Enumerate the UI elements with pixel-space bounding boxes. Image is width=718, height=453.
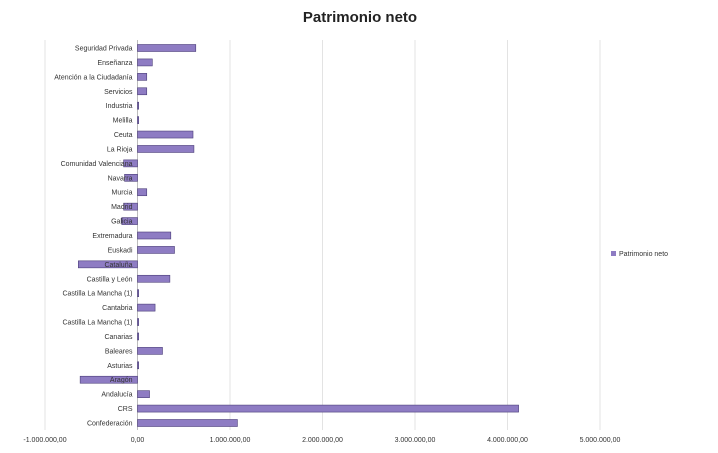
category-label-12: Euskadi bbox=[108, 247, 133, 254]
category-label-0: Confederación bbox=[87, 421, 133, 428]
bar-3 bbox=[79, 375, 138, 384]
category-label-2: Andalucía bbox=[101, 392, 132, 399]
bar-19 bbox=[137, 145, 195, 153]
bars-group bbox=[78, 44, 519, 427]
x-tick-label-3: 2.000.000,00 bbox=[302, 437, 343, 444]
bar-13 bbox=[137, 231, 172, 240]
x-tick-label-1: 0,00 bbox=[131, 437, 145, 444]
bar-22 bbox=[137, 101, 140, 110]
category-label-11: Cataluña bbox=[104, 262, 132, 269]
category-labels: Confederación CRS Andalucía Aragón Asturias B… bbox=[54, 46, 133, 428]
bar-4 bbox=[137, 361, 140, 370]
category-label-3: Aragón bbox=[110, 377, 133, 384]
bar-18 bbox=[123, 159, 138, 168]
legend: Patrimonio neto bbox=[611, 251, 668, 258]
bar-23 bbox=[137, 87, 148, 96]
legend-label: Patrimonio neto bbox=[619, 251, 668, 258]
category-label-14: Galicia bbox=[111, 219, 133, 226]
category-label-18: Comunidad Valenciana bbox=[61, 161, 133, 168]
bar-14 bbox=[121, 217, 138, 225]
category-label-17: Navarra bbox=[108, 175, 133, 182]
bar-15 bbox=[123, 202, 138, 211]
bar-10 bbox=[137, 274, 171, 283]
category-label-8: Cantabria bbox=[102, 305, 132, 312]
category-label-20: Ceuta bbox=[114, 132, 133, 139]
category-label-24: Atención a la Ciudadanía bbox=[54, 74, 132, 81]
bar-26 bbox=[137, 44, 197, 52]
bar-5 bbox=[137, 347, 163, 355]
category-label-26: Seguridad Privada bbox=[75, 46, 133, 53]
x-tick-label-2: 1.000.000,00 bbox=[210, 437, 251, 444]
category-label-9: Castilla La Mancha (1) bbox=[62, 291, 132, 298]
bar-20 bbox=[137, 130, 194, 139]
category-label-22: Industria bbox=[106, 103, 133, 110]
bar-0 bbox=[137, 419, 238, 427]
x-tick-labels: -1.000.000,00 0,00 1.000.000,00 2.000.000,0… bbox=[23, 437, 620, 444]
category-label-6: Canarias bbox=[104, 334, 133, 341]
bar-11 bbox=[78, 260, 138, 269]
legend-swatch bbox=[611, 251, 616, 256]
category-label-1: CRS bbox=[118, 406, 133, 413]
category-label-4: Asturias bbox=[107, 363, 133, 370]
bar-25 bbox=[137, 58, 153, 67]
bar-6 bbox=[137, 332, 140, 341]
category-label-23: Servicios bbox=[104, 89, 133, 96]
category-label-16: Murcia bbox=[111, 190, 132, 197]
bar-9 bbox=[137, 289, 140, 297]
category-label-7: Castilla La Mancha (1) bbox=[62, 320, 132, 327]
category-label-19: La Rioja bbox=[107, 146, 133, 153]
bar-21 bbox=[137, 116, 140, 124]
category-label-13: Extremadura bbox=[92, 233, 132, 240]
category-label-21: Melilla bbox=[113, 118, 133, 125]
bar-17 bbox=[124, 174, 138, 182]
bar-1 bbox=[137, 404, 519, 413]
x-tick-label-5: 4.000.000,00 bbox=[487, 437, 528, 444]
category-label-10: Castilla y León bbox=[87, 276, 133, 283]
bar-12 bbox=[137, 246, 175, 254]
x-tick-label-0: -1.000.000,00 bbox=[23, 437, 66, 444]
x-tick-label-6: 5.000.000,00 bbox=[580, 437, 621, 444]
category-label-15: Madrid bbox=[111, 204, 133, 211]
chart-title: Patrimonio neto bbox=[303, 9, 417, 26]
category-label-25: Enseñanza bbox=[97, 60, 132, 67]
bar-24 bbox=[137, 73, 148, 81]
bar-2 bbox=[137, 390, 150, 398]
category-label-5: Baleares bbox=[105, 348, 133, 355]
bar-16 bbox=[137, 188, 148, 197]
bar-8 bbox=[137, 303, 156, 312]
x-tick-label-4: 3.000.000,00 bbox=[395, 437, 436, 444]
bar-7 bbox=[137, 318, 140, 326]
